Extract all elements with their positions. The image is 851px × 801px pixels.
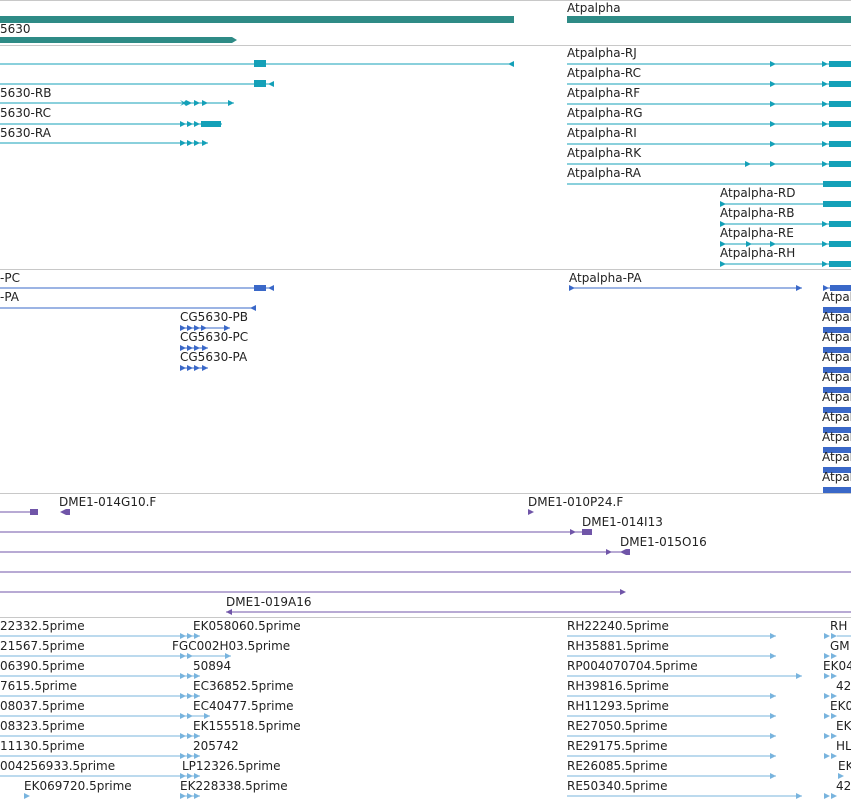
est-label[interactable]: EK <box>838 759 851 773</box>
gene-track: 5630 Atpalpha <box>0 0 851 45</box>
est-label[interactable]: EK058060.5prime <box>193 619 301 633</box>
track-separator <box>0 45 851 46</box>
clone-label[interactable]: DME1-019A16 <box>226 595 312 609</box>
protein-label[interactable]: -PA <box>0 290 20 304</box>
protein-label[interactable]: Atpal <box>822 330 851 344</box>
gene-bar-5630-short[interactable] <box>0 37 232 43</box>
protein-label[interactable]: Atpal <box>822 350 851 364</box>
clone-label[interactable]: DME1-010P24.F <box>528 495 624 509</box>
transcript-label[interactable]: 5630-RC <box>0 106 51 120</box>
protein-label[interactable]: Atpal <box>822 450 851 464</box>
est-label[interactable]: FGC002H03.5prime <box>172 639 291 653</box>
est-label[interactable]: EK228338.5prime <box>180 779 288 793</box>
est-label[interactable]: 06390.5prime <box>0 659 85 673</box>
protein-label[interactable]: -PC <box>0 271 20 285</box>
protein-label[interactable]: Atpal <box>822 470 851 484</box>
est-label[interactable]: 42 <box>836 779 851 793</box>
est-label[interactable]: LP12326.5prime <box>182 759 281 773</box>
est-label[interactable]: 21567.5prime <box>0 639 85 653</box>
protein-label[interactable]: Atpal <box>822 410 851 424</box>
transcript-track: 5630-RB 5630-RC 5630-RA Atpalpha-RJ Atpa… <box>0 46 851 269</box>
est-label[interactable]: EK <box>836 719 851 733</box>
protein-label[interactable]: Atpalpha-PA <box>569 271 642 285</box>
gene-bar-atpalpha[interactable] <box>567 16 851 23</box>
est-label[interactable]: RE26085.5prime <box>567 759 668 773</box>
protein-track: -PC -PA CG5630-PB CG5630-PC CG5630-PA At… <box>0 270 851 493</box>
transcript-label[interactable]: Atpalpha-RJ <box>567 46 637 60</box>
transcript-label[interactable]: Atpalpha-RF <box>567 86 641 100</box>
est-label[interactable]: RP004070704.5prime <box>567 659 698 673</box>
clone-label[interactable]: DME1-014I13 <box>582 515 663 529</box>
est-label[interactable]: RE50340.5prime <box>567 779 668 793</box>
est-label[interactable]: 08037.5prime <box>0 699 85 713</box>
transcript-label[interactable]: Atpalpha-RK <box>567 146 642 160</box>
est-label[interactable]: 205742 <box>193 739 239 753</box>
transcript-label[interactable]: 5630-RB <box>0 86 52 100</box>
clone-label[interactable]: DME1-015O16 <box>620 535 707 549</box>
protein-label[interactable]: CG5630-PC <box>180 330 249 344</box>
clone-track: DME1-014G10.F DME1-010P24.F DME1-014I13 … <box>0 494 851 617</box>
protein-label[interactable]: CG5630-PB <box>180 310 249 324</box>
protein-label[interactable]: Atpal <box>822 370 851 384</box>
est-label[interactable]: HL <box>836 739 851 753</box>
est-label[interactable]: EK155518.5prime <box>193 719 301 733</box>
est-label[interactable]: 08323.5prime <box>0 719 85 733</box>
est-label[interactable]: RH <box>830 619 848 633</box>
transcript-label[interactable]: 5630-RA <box>0 126 51 140</box>
est-label[interactable]: RE27050.5prime <box>567 719 668 733</box>
est-label[interactable]: EC40477.5prime <box>193 699 294 713</box>
est-label[interactable]: EK04 <box>823 659 851 673</box>
transcript-label[interactable]: Atpalpha-RG <box>567 106 643 120</box>
transcript-label[interactable]: Atpalpha-RB <box>720 206 795 220</box>
transcript-label[interactable]: Atpalpha-RA <box>567 166 641 180</box>
track-separator <box>0 269 851 270</box>
transcript-label[interactable]: Atpalpha-RI <box>567 126 637 140</box>
est-label[interactable]: EK069720.5prime <box>24 779 132 793</box>
transcript-label[interactable]: Atpalpha-RC <box>567 66 642 80</box>
est-label[interactable]: 11130.5prime <box>0 739 85 753</box>
est-label[interactable]: RH11293.5prime <box>567 699 669 713</box>
protein-label[interactable]: Atpal <box>822 390 851 404</box>
transcript-label[interactable]: Atpalpha-RH <box>720 246 796 260</box>
est-label[interactable]: 004256933.5prime <box>0 759 116 773</box>
track-separator <box>0 0 851 1</box>
est-label[interactable]: RH35881.5prime <box>567 639 669 653</box>
est-label[interactable]: EC36852.5prime <box>193 679 294 693</box>
est-track: 22332.5prime 21567.5prime 06390.5prime 7… <box>0 618 851 801</box>
track-separator <box>0 493 851 494</box>
gene-label-5630: 5630 <box>0 22 31 36</box>
est-label[interactable]: RH39816.5prime <box>567 679 669 693</box>
track-separator <box>0 617 851 618</box>
est-label[interactable]: GM <box>830 639 850 653</box>
protein-label[interactable]: Atpal <box>822 430 851 444</box>
protein-label[interactable]: Atpal <box>822 290 851 304</box>
protein-label[interactable]: Atpal <box>822 310 851 324</box>
transcript-label[interactable]: Atpalpha-RD <box>720 186 796 200</box>
est-label[interactable]: 50894 <box>193 659 232 673</box>
est-label[interactable]: RE29175.5prime <box>567 739 668 753</box>
est-label[interactable]: 22332.5prime <box>0 619 85 633</box>
clone-label[interactable]: DME1-014G10.F <box>59 495 157 509</box>
est-label[interactable]: EK0 <box>830 699 851 713</box>
protein-label[interactable]: CG5630-PA <box>180 350 248 364</box>
gene-bar-5630[interactable] <box>0 16 514 23</box>
est-label[interactable]: RH22240.5prime <box>567 619 669 633</box>
gene-bar-arrow <box>232 37 237 43</box>
gene-label-atpalpha: Atpalpha <box>567 1 621 15</box>
est-label[interactable]: 42 <box>836 679 851 693</box>
transcript-label[interactable]: Atpalpha-RE <box>720 226 794 240</box>
est-label[interactable]: 7615.5prime <box>0 679 77 693</box>
